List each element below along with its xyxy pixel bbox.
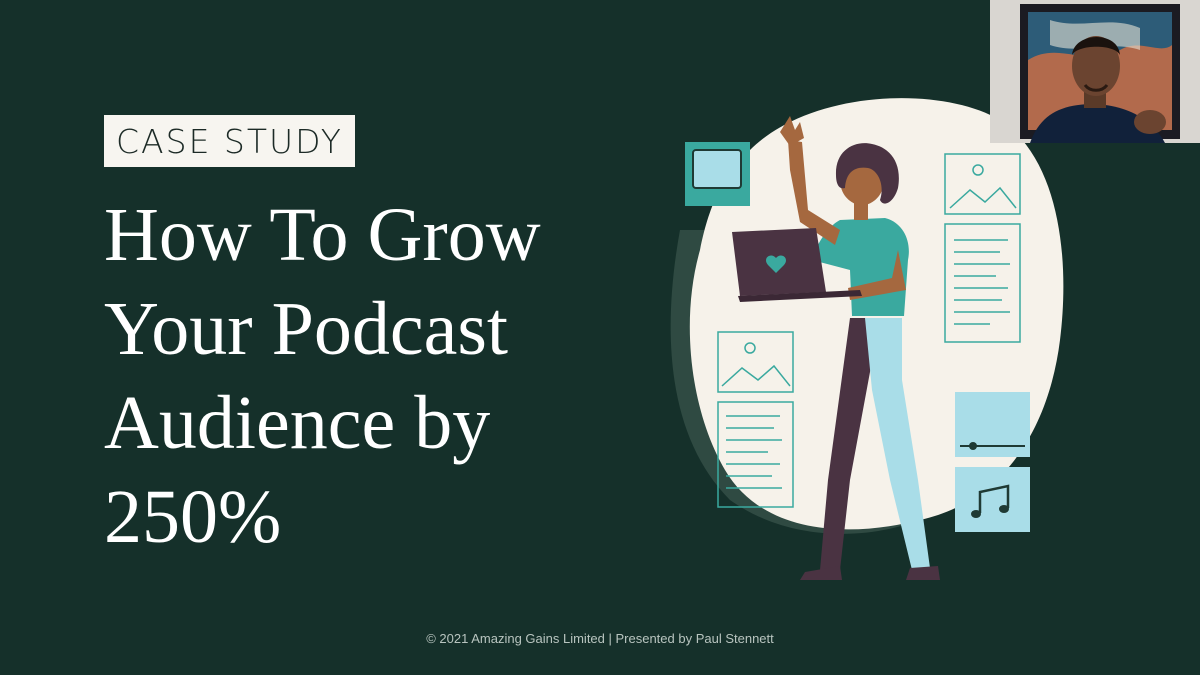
music-note-icon bbox=[955, 467, 1030, 532]
webcam-overlay bbox=[990, 0, 1200, 143]
document-icon bbox=[717, 401, 794, 508]
slide-title: How To Grow Your Podcast Audience by 250… bbox=[104, 193, 541, 559]
case-study-label: CASE STUDY bbox=[104, 115, 355, 167]
podcast-illustration bbox=[670, 98, 1064, 580]
heart-icon bbox=[766, 255, 786, 273]
slide-footer: © 2021 Amazing Gains Limited | Presented… bbox=[426, 631, 774, 646]
monitor-icon bbox=[685, 142, 750, 206]
slider-icon bbox=[955, 392, 1030, 457]
image-icon bbox=[717, 331, 794, 393]
person-figure bbox=[732, 116, 940, 580]
document-icon bbox=[944, 223, 1021, 343]
image-icon bbox=[944, 153, 1021, 215]
presenter-video bbox=[990, 0, 1200, 143]
